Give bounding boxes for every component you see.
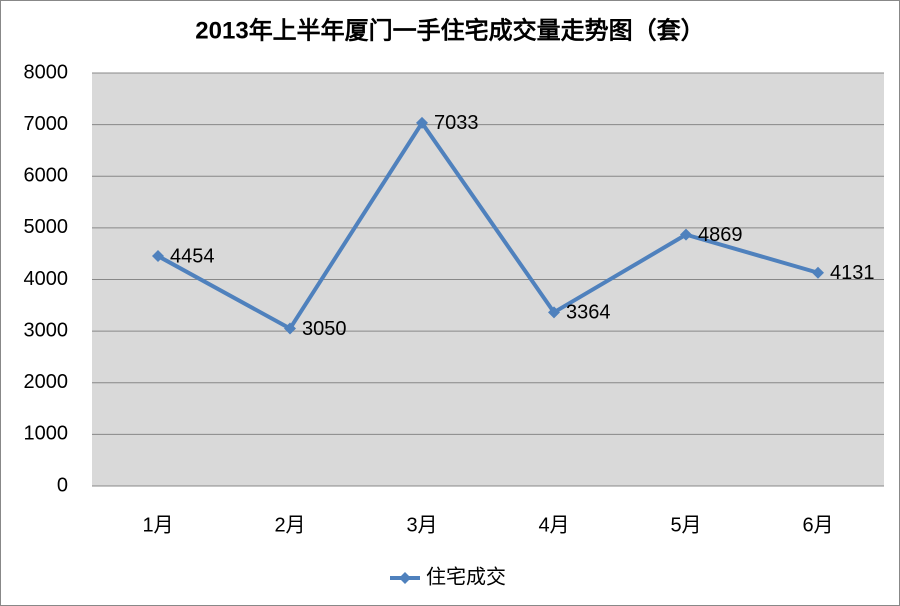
x-tick-label: 3月 — [406, 514, 437, 536]
y-tick-label: 7000 — [24, 113, 69, 135]
data-label: 7033 — [434, 112, 479, 134]
x-tick-label: 4月 — [538, 514, 569, 536]
data-point — [284, 322, 296, 335]
legend-label: 住宅成交 — [426, 565, 506, 588]
y-tick-label: 3000 — [24, 319, 69, 341]
y-tick-label: 4000 — [24, 268, 69, 290]
data-label: 4454 — [170, 245, 215, 267]
y-tick-label: 1000 — [24, 423, 69, 445]
data-point — [812, 266, 824, 279]
data-point — [680, 228, 692, 241]
data-label: 3050 — [302, 318, 347, 340]
series-line — [157, 120, 819, 331]
chart-title: 2013年上半年厦门一手住宅成交量走势图（套） — [195, 16, 704, 44]
y-tick-label: 0 — [57, 474, 68, 496]
data-point — [548, 306, 560, 319]
y-tick-label: 8000 — [24, 61, 69, 83]
x-tick-label: 5月 — [670, 514, 701, 536]
y-tick-label: 5000 — [24, 216, 69, 238]
x-tick-label: 2月 — [274, 514, 305, 536]
data-label: 4869 — [698, 224, 743, 246]
legend-marker — [399, 572, 411, 584]
x-tick-label: 6月 — [802, 514, 833, 536]
data-label: 3364 — [566, 302, 611, 324]
y-tick-label: 6000 — [24, 165, 69, 187]
data-point — [152, 250, 164, 263]
x-tick-label: 1月 — [142, 514, 173, 536]
y-tick-label: 2000 — [24, 371, 69, 393]
data-label: 4131 — [830, 262, 875, 284]
data-point — [416, 116, 428, 129]
